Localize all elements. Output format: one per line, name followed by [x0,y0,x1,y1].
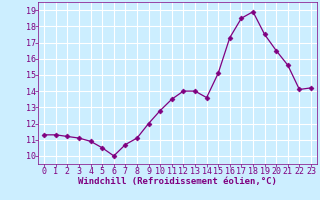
X-axis label: Windchill (Refroidissement éolien,°C): Windchill (Refroidissement éolien,°C) [78,177,277,186]
